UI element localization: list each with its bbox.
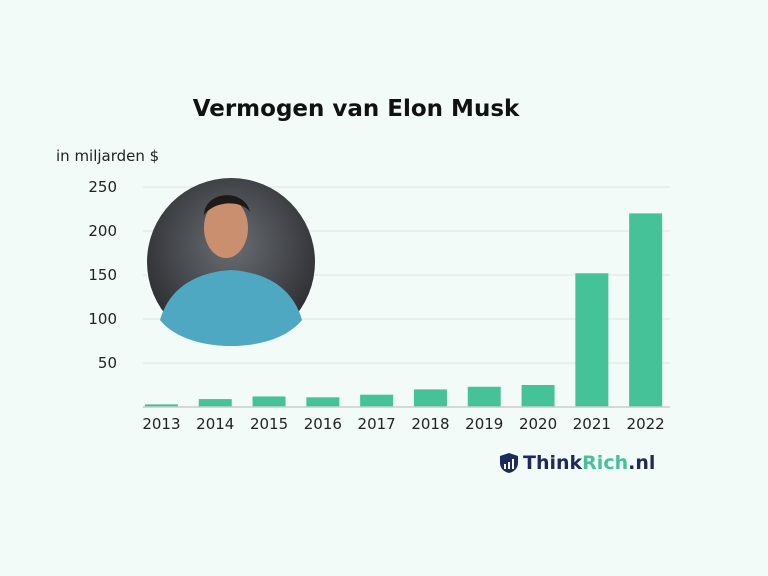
bar-2017 xyxy=(360,394,394,407)
x-tick-label: 2019 xyxy=(465,415,503,433)
x-tick-label: 2016 xyxy=(304,415,342,433)
logo-rich: Rich xyxy=(582,452,629,474)
x-tick-label: 2022 xyxy=(627,415,665,433)
x-tick-label: 2017 xyxy=(358,415,396,433)
x-tick-label: 2013 xyxy=(142,415,180,433)
photo-face xyxy=(204,198,248,258)
shield-chart-icon xyxy=(500,453,518,473)
y-tick-label: 50 xyxy=(98,354,117,372)
bar-2015 xyxy=(252,396,286,407)
chart-title: Vermogen van Elon Musk xyxy=(192,96,520,122)
y-tick-label: 200 xyxy=(88,222,117,240)
bar-2016 xyxy=(306,397,340,407)
bar-2014 xyxy=(198,399,232,407)
photo-hair xyxy=(204,195,250,215)
logo-think: Think xyxy=(523,452,583,474)
y-tick-label: 250 xyxy=(88,178,117,196)
bar-2019 xyxy=(467,386,501,407)
y-axis-label: in miljarden $ xyxy=(56,147,160,165)
x-tick-label: 2015 xyxy=(250,415,288,433)
logo-nl: .nl xyxy=(628,452,656,474)
bar-2013 xyxy=(144,404,178,407)
bar-2018 xyxy=(413,389,447,407)
bar-2021 xyxy=(575,273,609,407)
y-tick-label: 100 xyxy=(88,310,117,328)
x-tick-label: 2018 xyxy=(411,415,449,433)
photo-jacket xyxy=(160,270,302,346)
bar-2020 xyxy=(521,385,555,407)
x-tick-label: 2014 xyxy=(196,415,234,433)
x-tick-label: 2020 xyxy=(519,415,557,433)
x-tick-label: 2021 xyxy=(573,415,611,433)
bar-2022 xyxy=(629,213,663,407)
y-tick-label: 150 xyxy=(88,266,117,284)
thinkrich-logo: Think Rich .nl xyxy=(498,452,655,474)
